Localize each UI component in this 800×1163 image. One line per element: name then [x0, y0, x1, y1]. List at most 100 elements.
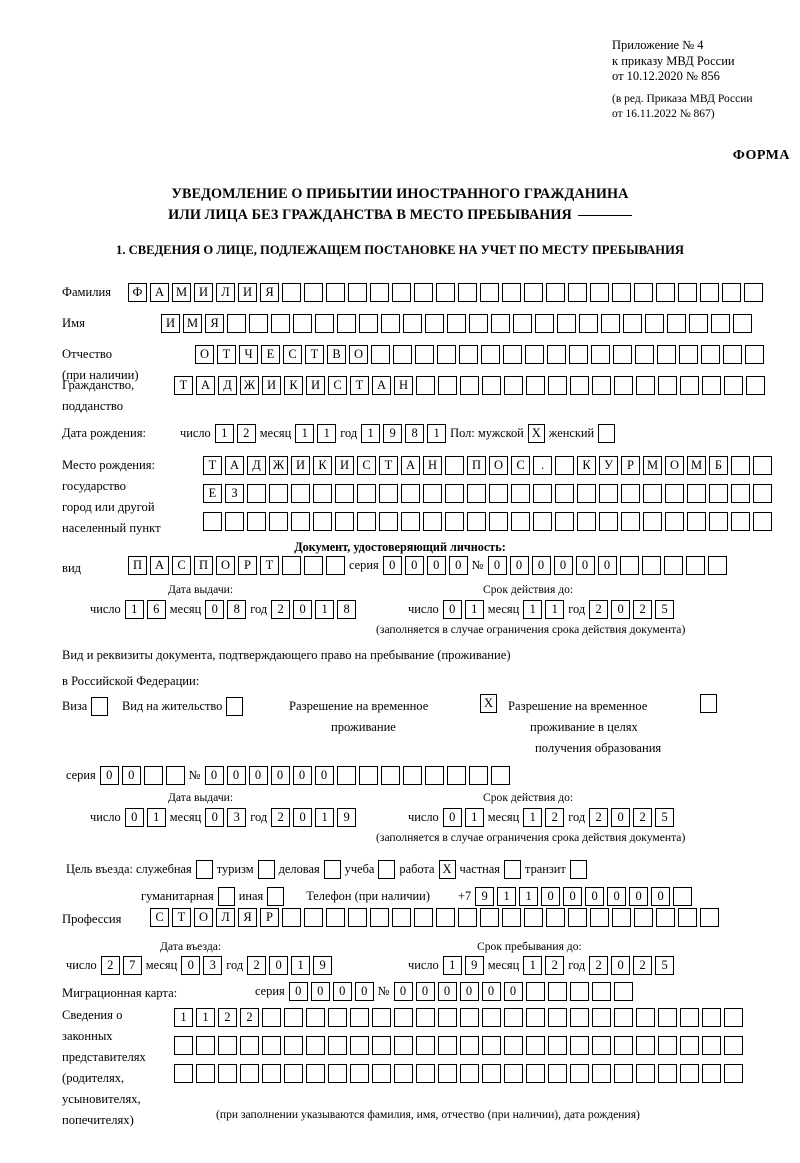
patronymic-cell[interactable] — [635, 345, 654, 364]
patronymic-cell[interactable]: О — [349, 345, 368, 364]
permit-issue-year-cell[interactable]: 9 — [337, 808, 357, 827]
permit-valid-year-cell[interactable]: 2 — [589, 808, 609, 827]
reps-cell[interactable] — [614, 1064, 633, 1083]
entry-month-cell[interactable]: 3 — [203, 956, 223, 975]
birthplace-cell[interactable] — [687, 484, 706, 503]
birthplace-cell[interactable] — [379, 484, 398, 503]
mig-series-cell[interactable]: 0 — [332, 982, 352, 1001]
permit-issue-day-cell[interactable]: 1 — [146, 808, 166, 827]
birthplace-cell[interactable] — [533, 512, 552, 531]
phone-cell[interactable]: 0 — [651, 887, 671, 906]
birthplace-cell[interactable]: С — [357, 456, 376, 475]
reps-cell[interactable] — [702, 1064, 721, 1083]
reps-cell[interactable]: 1 — [196, 1008, 215, 1027]
reps-cell[interactable] — [240, 1036, 259, 1055]
reps-cell[interactable] — [658, 1008, 677, 1027]
firstname-cell[interactable] — [645, 314, 664, 333]
permit-series-cell[interactable]: 0 — [121, 766, 141, 785]
reps-cell[interactable] — [460, 1036, 479, 1055]
mig-series-cell[interactable]: 0 — [354, 982, 374, 1001]
reps-cell[interactable] — [526, 1064, 545, 1083]
surname-cell[interactable] — [348, 283, 367, 302]
reps-cell[interactable] — [284, 1008, 303, 1027]
mig-number-cell[interactable]: 0 — [393, 982, 413, 1001]
birthplace-cell[interactable] — [555, 512, 574, 531]
birthplace-cell[interactable]: М — [687, 456, 706, 475]
birthplace-cell[interactable] — [467, 512, 486, 531]
reps-cell[interactable] — [570, 1008, 589, 1027]
doc-number-cell[interactable] — [685, 556, 705, 575]
birthplace-cells-row3[interactable] — [203, 512, 772, 531]
doc-valid-month-cell[interactable]: 1 — [523, 600, 543, 619]
reps-cell[interactable] — [636, 1008, 655, 1027]
entry-year-cell[interactable]: 1 — [291, 956, 311, 975]
patronymic-cell[interactable]: Т — [305, 345, 324, 364]
doc-kind-cell[interactable] — [304, 556, 323, 575]
reps-cell[interactable] — [482, 1008, 501, 1027]
firstname-cell[interactable] — [601, 314, 620, 333]
purpose-humanitarian-checkbox[interactable] — [217, 887, 235, 906]
reps-cell[interactable] — [372, 1036, 391, 1055]
stay-year-cell[interactable]: 0 — [611, 956, 631, 975]
profession-cell[interactable] — [348, 908, 367, 927]
patronymic-cell[interactable] — [459, 345, 478, 364]
citizenship-cell[interactable]: Ж — [240, 376, 259, 395]
firstname-cell[interactable] — [447, 314, 466, 333]
citizenship-cell[interactable] — [658, 376, 677, 395]
profession-cell[interactable] — [414, 908, 433, 927]
birthplace-cell[interactable]: К — [313, 456, 332, 475]
surname-cell[interactable] — [590, 283, 609, 302]
birthplace-cell[interactable] — [335, 512, 354, 531]
birthplace-cell[interactable] — [621, 484, 640, 503]
birthplace-cell[interactable]: О — [489, 456, 508, 475]
firstname-cell[interactable] — [271, 314, 290, 333]
profession-cell[interactable] — [524, 908, 543, 927]
patronymic-cell[interactable] — [723, 345, 742, 364]
sex-female-checkbox[interactable] — [598, 424, 616, 443]
mig-number-cell[interactable]: 0 — [481, 982, 501, 1001]
birthplace-cell[interactable]: Т — [203, 456, 222, 475]
reps-cell[interactable] — [174, 1064, 193, 1083]
citizenship-cell[interactable]: С — [328, 376, 347, 395]
firstname-cell[interactable] — [557, 314, 576, 333]
entry-year-cell[interactable]: 9 — [313, 956, 333, 975]
reps-cell[interactable] — [460, 1008, 479, 1027]
birth-year-cell[interactable]: 1 — [361, 424, 381, 443]
reps-cell[interactable] — [614, 1036, 633, 1055]
permit-number-cell[interactable] — [402, 766, 422, 785]
birthplace-cell[interactable] — [577, 484, 596, 503]
phone-cell[interactable]: 0 — [541, 887, 561, 906]
permit-number-cell[interactable] — [358, 766, 378, 785]
reps-cell[interactable] — [504, 1064, 523, 1083]
birth-year-cell[interactable]: 8 — [405, 424, 425, 443]
patronymic-cell[interactable]: Е — [261, 345, 280, 364]
doc-issue-day-cell[interactable]: 1 — [124, 600, 144, 619]
profession-cell[interactable] — [326, 908, 345, 927]
mig-series-cell[interactable]: 0 — [288, 982, 308, 1001]
doc-number-cell[interactable] — [663, 556, 683, 575]
mig-series-cell[interactable]: 0 — [310, 982, 330, 1001]
entry-month-cell[interactable]: 0 — [181, 956, 201, 975]
purpose-row-1[interactable]: Цель въезда: служебная туризм деловая учеба… — [62, 860, 587, 879]
firstname-cell[interactable] — [227, 314, 246, 333]
reps-cell[interactable] — [218, 1036, 237, 1055]
reps-cell[interactable] — [196, 1036, 215, 1055]
reps-cell[interactable] — [526, 1036, 545, 1055]
profession-cell[interactable]: Л — [216, 908, 235, 927]
purpose-private-checkbox[interactable] — [504, 860, 521, 879]
surname-cell[interactable] — [282, 283, 301, 302]
reps-cell[interactable] — [262, 1064, 281, 1083]
profession-cell[interactable] — [502, 908, 521, 927]
doc-kind-cell[interactable]: С — [172, 556, 191, 575]
birthplace-cell[interactable] — [335, 484, 354, 503]
birthplace-cell[interactable] — [709, 484, 728, 503]
permit-valid-day-cell[interactable]: 1 — [464, 808, 484, 827]
doc-series-cell[interactable]: 0 — [404, 556, 424, 575]
doc-valid-day-cell[interactable]: 1 — [464, 600, 484, 619]
reps-cell[interactable] — [548, 1036, 567, 1055]
doc-number-cell[interactable] — [707, 556, 727, 575]
reps-cell[interactable] — [504, 1036, 523, 1055]
birthplace-cell[interactable]: С — [511, 456, 530, 475]
